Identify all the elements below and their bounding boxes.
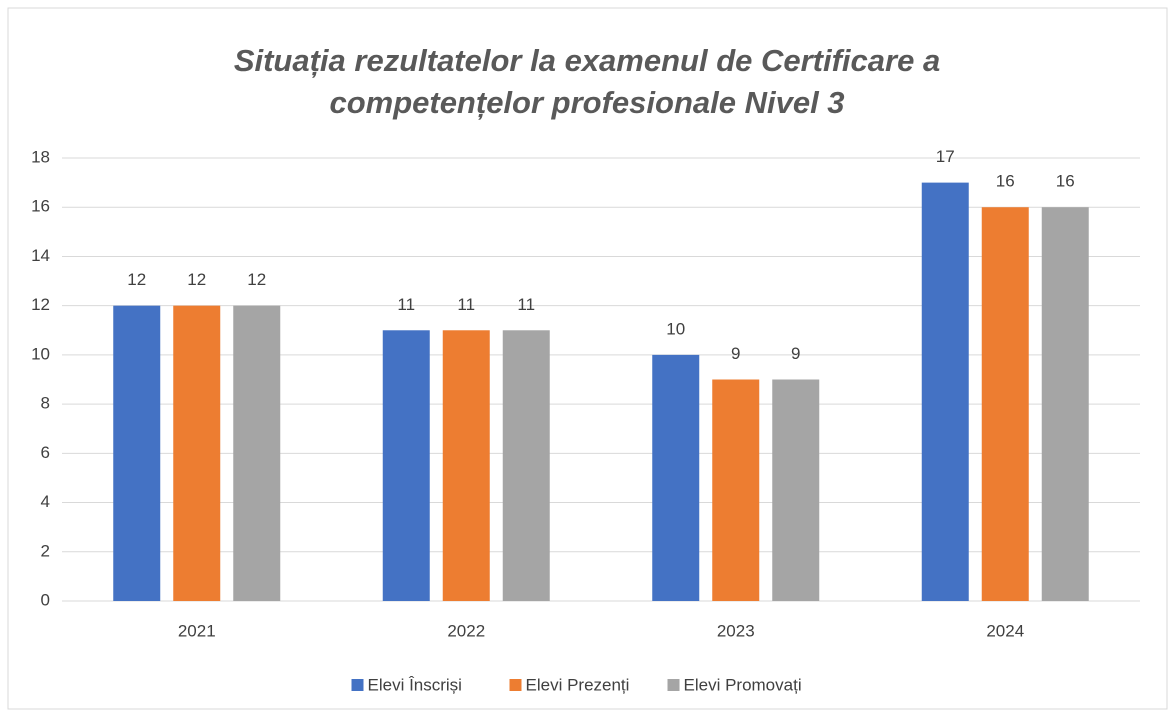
bar [113,305,161,601]
y-tick-label: 10 [31,344,50,363]
x-tick-label: 2021 [178,621,216,640]
bar [712,379,760,601]
data-label: 11 [457,295,475,314]
y-tick-label: 18 [31,147,50,166]
y-tick-label: 14 [31,246,50,265]
data-label: 12 [247,270,266,289]
data-label: 9 [791,344,800,363]
y-tick-label: 8 [41,394,50,413]
bar [502,330,550,601]
bar [382,330,430,601]
y-tick-label: 0 [41,590,50,609]
bar [981,207,1029,601]
bar [772,379,820,601]
legend-label: Elevi Promovați [684,675,802,694]
chart-title: Situația rezultatelor la examenul de Cer… [233,43,941,120]
data-label: 16 [996,172,1015,191]
legend-label: Elevi Prezenți [526,675,630,694]
legend-swatch [509,679,522,691]
legend-swatch [667,679,680,691]
data-label: 17 [936,147,955,166]
data-label: 12 [127,270,146,289]
legend-label: Elevi Înscriși [368,675,462,694]
y-tick-label: 4 [41,492,50,511]
bar [652,354,700,601]
y-tick-label: 16 [31,197,50,216]
bar [442,330,490,601]
data-label: 11 [397,295,415,314]
y-tick-label: 2 [41,541,50,560]
x-tick-label: 2023 [717,621,755,640]
x-tick-label: 2024 [986,621,1024,640]
data-label: 11 [517,295,535,314]
bar [233,305,281,601]
bar [1041,207,1089,601]
y-tick-label: 6 [41,443,50,462]
data-label: 10 [666,319,685,338]
data-label: 12 [187,270,206,289]
data-label: 16 [1056,172,1075,191]
bar [173,305,221,601]
legend-swatch [351,679,364,691]
y-tick-label: 12 [31,295,50,314]
data-label: 9 [731,344,740,363]
x-tick-label: 2022 [447,621,485,640]
bar [921,182,969,601]
